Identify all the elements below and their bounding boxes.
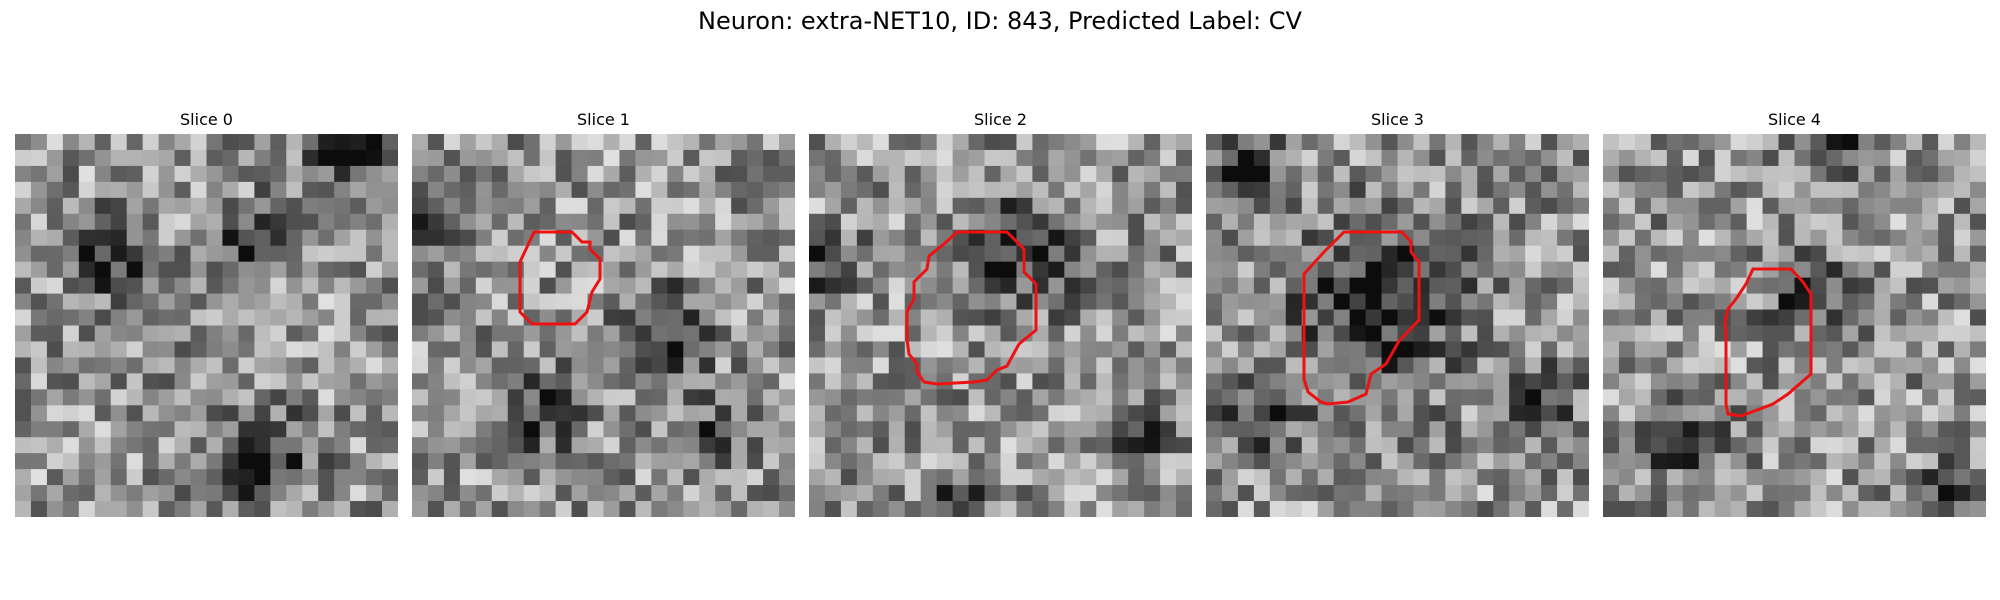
slice-image-4 (1603, 134, 1986, 517)
panel-title-slice-0: Slice 0 (180, 110, 233, 129)
roi-contour (518, 230, 602, 326)
slice-image-3 (1206, 134, 1589, 517)
slice-image-1 (412, 134, 795, 517)
figure-title: Neuron: extra-NET10, ID: 843, Predicted … (698, 7, 1302, 35)
panel-title-slice-1: Slice 1 (577, 110, 630, 129)
slice-image-0 (15, 134, 398, 517)
slice-image-2 (809, 134, 1192, 517)
panel-title-slice-3: Slice 3 (1371, 110, 1424, 129)
roi-contour (905, 230, 1038, 386)
roi-contour (1723, 267, 1813, 418)
roi-contour (1302, 230, 1421, 406)
panel-title-slice-2: Slice 2 (974, 110, 1027, 129)
panel-title-slice-4: Slice 4 (1768, 110, 1821, 129)
